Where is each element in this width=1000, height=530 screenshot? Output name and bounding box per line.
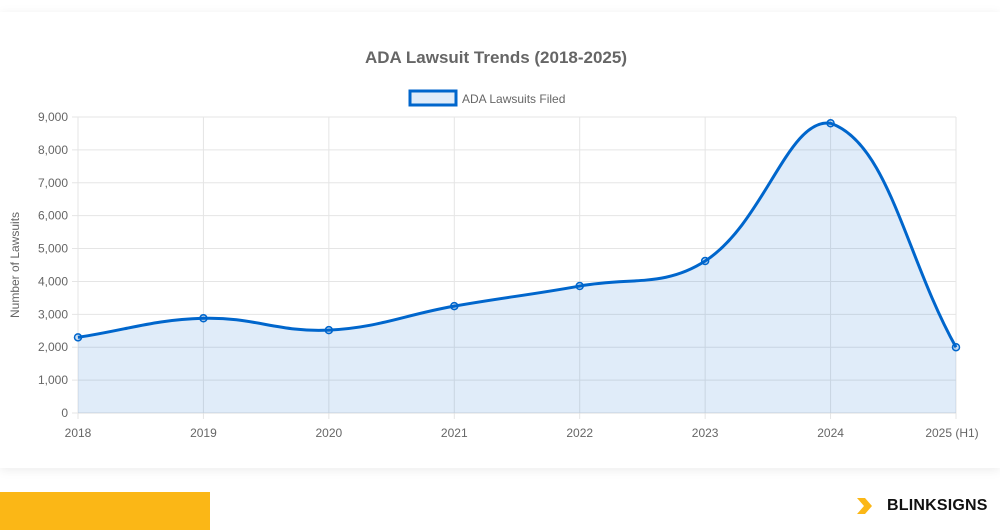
data-point <box>826 118 835 128</box>
data-point <box>73 333 83 342</box>
legend-label: ADA Lawsuits Filed <box>462 92 565 106</box>
x-tick-label: 2021 <box>441 426 468 440</box>
series-area <box>78 122 956 414</box>
chevron-logo-icon <box>857 498 872 514</box>
x-tick-label: 2019 <box>190 426 217 440</box>
x-tick-label: 2022 <box>566 426 593 440</box>
brand-accent-bar <box>0 492 210 530</box>
y-tick-label: 1,000 <box>38 373 68 387</box>
y-tick-label: 8,000 <box>38 143 68 157</box>
data-point <box>199 314 208 323</box>
x-tick-label: 2020 <box>316 426 343 440</box>
data-point <box>575 281 584 291</box>
brand-logo: BLINKSIGNS <box>855 494 988 518</box>
x-tick-label: 2024 <box>817 426 844 440</box>
x-tick-label: 2018 <box>65 426 92 440</box>
y-tick-label: 3,000 <box>38 307 68 321</box>
y-tick-label: 2,000 <box>38 340 68 354</box>
chart-title: ADA Lawsuit Trends (2018-2025) <box>365 48 627 67</box>
chart-card <box>0 12 1000 468</box>
y-tick-label: 9,000 <box>38 110 68 124</box>
data-point <box>324 325 334 335</box>
y-tick-label: 0 <box>61 406 68 420</box>
brand-name: BLINKSIGNS <box>887 497 988 514</box>
y-tick-label: 6,000 <box>38 209 68 223</box>
y-tick-label: 7,000 <box>38 176 68 190</box>
line-chart: ADA Lawsuit Trends (2018-2025) ADA Lawsu… <box>8 48 979 440</box>
y-tick-label: 4,000 <box>38 274 68 288</box>
y-axis-title: Number of Lawsuits <box>8 212 22 318</box>
data-point <box>951 342 961 352</box>
data-point <box>700 256 710 266</box>
data-point <box>450 301 459 311</box>
y-tick-label: 5,000 <box>38 242 68 256</box>
legend-swatch <box>408 89 458 107</box>
x-tick-label: 2023 <box>692 426 719 440</box>
x-tick-label: 2025 (H1) <box>925 426 978 440</box>
legend[interactable]: ADA Lawsuits Filed <box>408 89 565 107</box>
